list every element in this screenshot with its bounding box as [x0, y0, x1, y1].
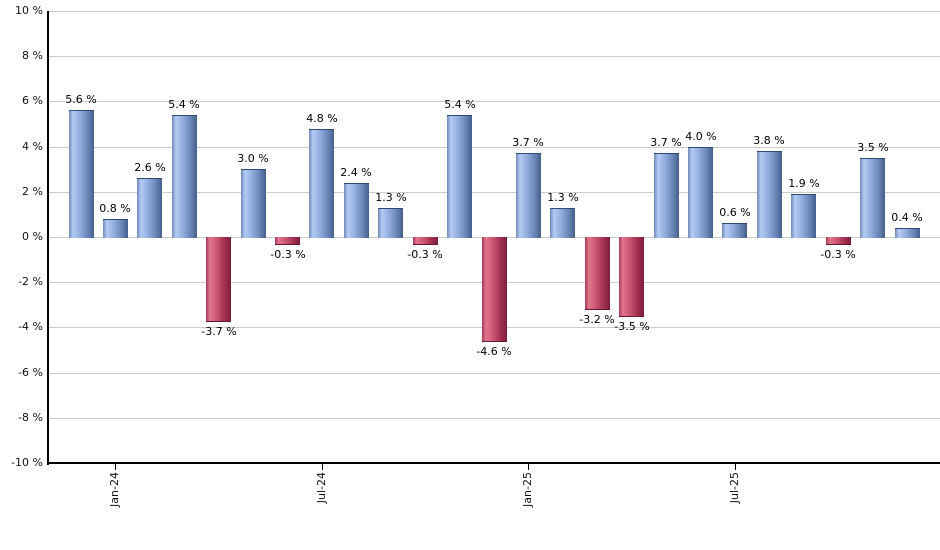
x-axis-tick-label: Jan-24 [108, 472, 121, 507]
bar [516, 153, 541, 238]
bar-value-label: 1.3 % [547, 191, 579, 204]
bar-value-label: -0.3 % [820, 248, 856, 261]
x-axis-tick [528, 464, 529, 470]
bar [309, 129, 334, 238]
bar-value-label: -3.7 % [201, 325, 237, 338]
y-axis-tick-label: 10 % [15, 4, 43, 17]
bar-value-label: -4.6 % [476, 345, 512, 358]
bar [275, 237, 300, 245]
bar-value-label: 4.8 % [306, 112, 338, 125]
gridline [48, 192, 940, 193]
x-axis-tick [115, 464, 116, 470]
x-axis-tick [735, 464, 736, 470]
bar [722, 223, 747, 238]
bar-value-label: 3.7 % [512, 136, 544, 149]
bar-value-label: 2.6 % [134, 161, 166, 174]
y-axis-tick-label: -2 % [18, 275, 43, 288]
bar [69, 110, 94, 238]
gridline [48, 373, 940, 374]
bar-value-label: 3.5 % [857, 141, 889, 154]
bar [860, 158, 885, 238]
y-axis-tick-label: -6 % [18, 366, 43, 379]
gridline [48, 11, 940, 12]
y-axis-tick-label: -10 % [11, 456, 43, 469]
bar-value-label: -0.3 % [270, 248, 306, 261]
bar [654, 153, 679, 238]
x-axis-tick-label: Jul-24 [315, 472, 328, 504]
bar [413, 237, 438, 245]
bar [103, 219, 128, 238]
bar [344, 183, 369, 238]
gridline [48, 147, 940, 148]
y-axis-tick-label: 8 % [22, 49, 43, 62]
y-axis-tick-label: 2 % [22, 185, 43, 198]
bar-value-label: -0.3 % [407, 248, 443, 261]
x-axis-tick [322, 464, 323, 470]
bar-value-label: 0.8 % [99, 202, 131, 215]
bar [378, 208, 403, 238]
bar [826, 237, 851, 245]
bar-value-label: 2.4 % [340, 166, 372, 179]
bar [241, 169, 266, 238]
bar [482, 237, 507, 342]
x-axis-tick-label: Jul-25 [728, 472, 741, 504]
bar [206, 237, 231, 322]
y-axis-tick-label: 0 % [22, 230, 43, 243]
bar-value-label: 5.6 % [65, 93, 97, 106]
bar [688, 147, 713, 238]
y-axis-tick-label: 4 % [22, 140, 43, 153]
bar-value-label: 3.7 % [650, 136, 682, 149]
bar-value-label: -3.2 % [579, 313, 615, 326]
gridline [48, 56, 940, 57]
bar-value-label: 1.9 % [788, 177, 820, 190]
y-axis-tick-label: 6 % [22, 94, 43, 107]
bar-value-label: 3.8 % [753, 134, 785, 147]
bar-value-label: 1.3 % [375, 191, 407, 204]
bar [172, 115, 197, 238]
bar-value-label: 0.6 % [719, 206, 751, 219]
bar [550, 208, 575, 238]
bar-value-label: 4.0 % [685, 130, 717, 143]
gridline [48, 418, 940, 419]
y-axis-tick-label: -4 % [18, 320, 43, 333]
bar [137, 178, 162, 238]
bar [619, 237, 644, 317]
x-axis-tick-label: Jan-25 [521, 472, 534, 507]
x-axis-line [47, 462, 940, 464]
bar [757, 151, 782, 238]
bar [585, 237, 610, 310]
gridline [48, 101, 940, 102]
bar [791, 194, 816, 238]
bar-value-label: 3.0 % [237, 152, 269, 165]
bar [447, 115, 472, 238]
bar-value-label: -3.5 % [614, 320, 650, 333]
bar-value-label: 5.4 % [444, 98, 476, 111]
y-axis-tick-label: -8 % [18, 411, 43, 424]
bar [895, 228, 920, 238]
bar-value-label: 0.4 % [891, 211, 923, 224]
y-axis-line [47, 11, 49, 465]
bar-value-label: 5.4 % [168, 98, 200, 111]
